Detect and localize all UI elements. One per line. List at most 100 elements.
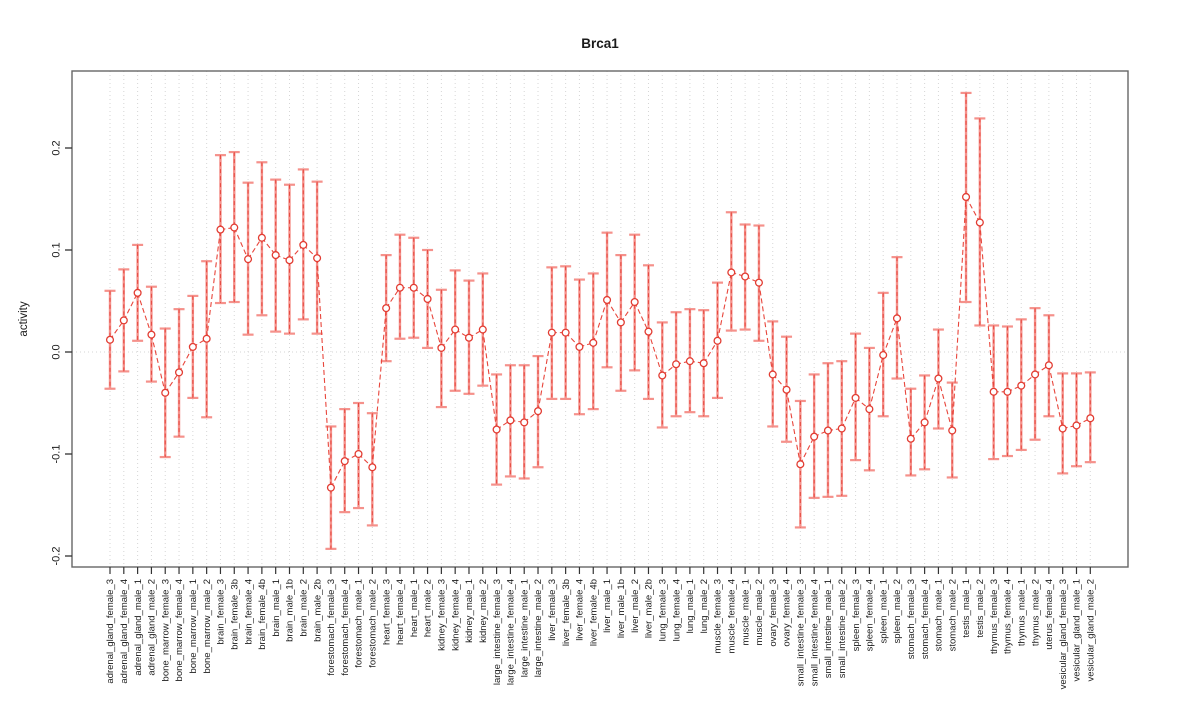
x-tick-label: brain_male_1b [285, 579, 296, 642]
connector-line [606, 299, 622, 323]
connector-line [233, 227, 249, 260]
data-point [989, 387, 998, 396]
data-point [478, 325, 487, 334]
connector-line [634, 301, 649, 332]
data-point [299, 240, 308, 249]
data-point [451, 325, 460, 334]
data-point [244, 255, 253, 264]
data-point [188, 342, 197, 351]
data-point [961, 192, 971, 202]
x-tick-label: lung_male_2 [699, 579, 710, 633]
x-tick-label: liver_male_1 [602, 579, 613, 633]
connector-line [647, 331, 663, 376]
data-point [906, 434, 915, 443]
connector-line [371, 308, 387, 468]
data-point [395, 283, 404, 292]
x-tick-label: forestomach_female_4 [340, 579, 351, 676]
x-tick-label: kidney_male_2 [478, 579, 489, 643]
data-point [382, 304, 391, 313]
y-tick-label: 0.2 [51, 140, 63, 155]
data-point [920, 418, 929, 427]
x-tick-label: brain_male_1 [271, 579, 282, 637]
x-tick-label: stomach_male_2 [947, 579, 958, 651]
x-tick-label: adrenal_gland_male_1 [133, 579, 144, 676]
x-tick-label: liver_male_2b [644, 579, 655, 638]
x-tick-label: testis_male_1 [961, 579, 972, 638]
data-point [340, 457, 349, 466]
data-point [879, 351, 888, 360]
data-point [147, 330, 156, 339]
connector-line [427, 298, 442, 349]
x-tick-label: heart_male_2 [423, 579, 434, 637]
x-tick-label: vesicular_gland_male_1 [1072, 579, 1083, 681]
x-tick-label: muscle_female_3 [713, 579, 724, 653]
x-tick-label: bone_marrow_female_4 [174, 579, 185, 681]
data-point [520, 418, 529, 427]
x-tick-label: kidney_female_4 [450, 579, 461, 651]
x-tick-label: kidney_female_3 [437, 579, 448, 651]
connector-line [951, 196, 967, 431]
connector-line [841, 397, 857, 429]
x-tick-label: large_intestine_female_4 [506, 579, 517, 685]
connector-line [896, 318, 912, 439]
x-tick-label: brain_male_2b [312, 579, 323, 642]
connector-line [868, 354, 884, 410]
data-point [865, 405, 874, 414]
x-tick-label: small_intestine_male_2 [837, 579, 848, 678]
x-tick-label: liver_male_1b [616, 579, 627, 638]
x-tick-label: brain_female_4b [257, 579, 268, 650]
data-point [271, 251, 280, 260]
data-point [754, 278, 763, 287]
x-tick-label: adrenal_gland_male_2 [147, 579, 158, 676]
connector-line [178, 346, 194, 373]
connector-line [206, 229, 222, 339]
connector-line [316, 258, 332, 488]
x-tick-label: spleen_female_4 [865, 579, 876, 651]
x-tick-label: large_intestine_female_3 [492, 579, 503, 685]
data-point [506, 416, 515, 425]
x-tick-label: heart_female_3 [381, 579, 392, 645]
connector-line [937, 378, 953, 431]
data-point [409, 283, 418, 292]
connector-line [882, 318, 898, 356]
x-tick-label: small_intestine_female_3 [796, 579, 807, 686]
data-point [837, 424, 846, 433]
data-point [423, 294, 432, 304]
x-tick-label: spleen_male_2 [892, 579, 903, 643]
data-point [313, 254, 322, 263]
data-point [464, 333, 474, 342]
x-tick-label: thymus_male_2 [1030, 579, 1041, 646]
x-tick-label: bone_marrow_female_3 [160, 579, 171, 681]
x-tick-label: lung_female_4 [671, 579, 682, 641]
y-tick-label: -0.1 [51, 445, 63, 464]
data-point [105, 335, 115, 344]
data-point [892, 314, 902, 323]
x-tick-label: stomach_male_1 [934, 579, 945, 651]
x-tick-label: kidney_male_1 [464, 579, 475, 643]
connector-line [786, 389, 801, 465]
data-point [630, 297, 639, 307]
data-point [823, 426, 833, 435]
x-tick-label: forestomach_male_1 [354, 579, 365, 668]
connector-line [164, 372, 180, 394]
x-tick-label: brain_female_4 [243, 579, 254, 645]
data-point [934, 374, 943, 383]
data-point [851, 393, 860, 402]
x-tick-label: small_intestine_female_4 [809, 579, 820, 686]
data-point [368, 463, 377, 472]
x-tick-label: ovary_female_3 [768, 579, 779, 647]
data-point [603, 295, 612, 305]
x-tick-label: brain_male_2 [298, 579, 309, 637]
x-tick-label: vesicular_gland_male_2 [1086, 579, 1097, 681]
data-point [533, 407, 543, 416]
data-point [1086, 414, 1095, 423]
data-point [713, 336, 722, 345]
x-tick-label: muscle_female_4 [727, 579, 738, 653]
x-tick-label: heart_male_1 [409, 579, 420, 637]
x-tick-label: brain_female_3 [216, 579, 227, 645]
data-point [644, 327, 653, 336]
x-tick-label: heart_female_4 [395, 579, 406, 645]
data-point [975, 218, 984, 227]
data-point [658, 371, 667, 380]
